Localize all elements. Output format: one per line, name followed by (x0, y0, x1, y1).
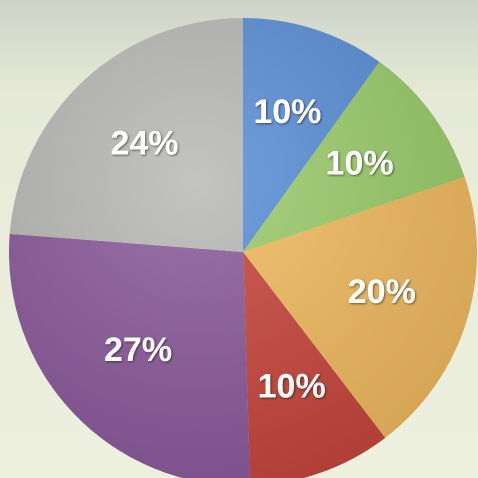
pie-shading (9, 18, 477, 478)
value-label: 20% (348, 273, 416, 311)
value-label: 10% (253, 93, 321, 131)
value-label: 24% (110, 124, 178, 162)
value-label: 10% (326, 145, 394, 183)
value-label: 27% (104, 331, 172, 369)
value-label: 10% (258, 368, 326, 406)
